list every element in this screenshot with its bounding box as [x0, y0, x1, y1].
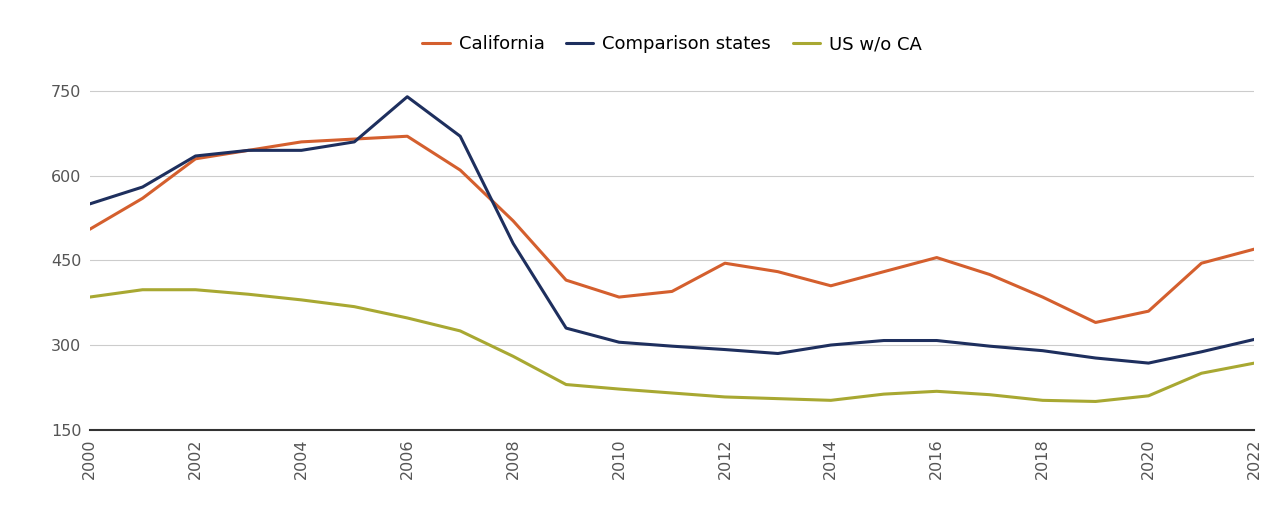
- California: [1036, 294, 1051, 300]
- California: [188, 156, 204, 162]
- California: [929, 255, 945, 261]
- California: [1247, 246, 1262, 252]
- California: [771, 268, 786, 275]
- Comparison states: [823, 342, 838, 348]
- Line: California: California: [90, 136, 1254, 322]
- Line: Comparison states: Comparison states: [90, 97, 1254, 363]
- US w/o CA: [929, 388, 945, 395]
- California: [453, 167, 468, 173]
- US w/o CA: [876, 391, 891, 397]
- US w/o CA: [506, 353, 521, 359]
- Comparison states: [399, 94, 415, 100]
- US w/o CA: [399, 315, 415, 321]
- California: [506, 218, 521, 224]
- US w/o CA: [823, 397, 838, 403]
- California: [293, 139, 308, 145]
- Comparison states: [612, 339, 627, 345]
- California: [823, 282, 838, 289]
- Line: US w/o CA: US w/o CA: [90, 290, 1254, 401]
- US w/o CA: [1194, 370, 1210, 376]
- Comparison states: [1194, 348, 1210, 355]
- Comparison states: [453, 133, 468, 139]
- California: [82, 226, 97, 233]
- California: [876, 268, 891, 275]
- Comparison states: [82, 201, 97, 207]
- Comparison states: [293, 147, 308, 154]
- Comparison states: [1247, 336, 1262, 343]
- US w/o CA: [1140, 392, 1156, 399]
- Comparison states: [1140, 360, 1156, 366]
- US w/o CA: [188, 287, 204, 293]
- US w/o CA: [293, 297, 308, 303]
- US w/o CA: [134, 287, 150, 293]
- US w/o CA: [1088, 398, 1103, 405]
- US w/o CA: [347, 303, 362, 310]
- US w/o CA: [664, 390, 680, 396]
- Comparison states: [558, 325, 573, 331]
- California: [558, 277, 573, 283]
- US w/o CA: [771, 396, 786, 402]
- US w/o CA: [241, 291, 256, 298]
- Comparison states: [506, 241, 521, 247]
- Comparison states: [876, 337, 891, 344]
- California: [1088, 319, 1103, 325]
- California: [1194, 260, 1210, 266]
- US w/o CA: [558, 381, 573, 388]
- US w/o CA: [453, 328, 468, 334]
- California: [982, 271, 997, 278]
- Comparison states: [134, 184, 150, 190]
- California: [399, 133, 415, 139]
- California: [241, 147, 256, 154]
- US w/o CA: [612, 386, 627, 392]
- US w/o CA: [1247, 360, 1262, 366]
- US w/o CA: [82, 294, 97, 300]
- California: [347, 136, 362, 142]
- Comparison states: [982, 343, 997, 350]
- Comparison states: [1088, 355, 1103, 361]
- California: [612, 294, 627, 300]
- US w/o CA: [982, 391, 997, 398]
- US w/o CA: [1036, 397, 1051, 403]
- Comparison states: [1036, 347, 1051, 354]
- California: [134, 195, 150, 201]
- Legend: California, Comparison states, US w/o CA: California, Comparison states, US w/o CA: [415, 28, 929, 60]
- Comparison states: [188, 153, 204, 159]
- California: [664, 288, 680, 294]
- Comparison states: [717, 346, 732, 353]
- Comparison states: [241, 147, 256, 154]
- Comparison states: [771, 351, 786, 357]
- Comparison states: [929, 337, 945, 344]
- California: [717, 260, 732, 266]
- US w/o CA: [717, 394, 732, 400]
- California: [1140, 308, 1156, 314]
- Comparison states: [664, 343, 680, 350]
- Comparison states: [347, 139, 362, 145]
